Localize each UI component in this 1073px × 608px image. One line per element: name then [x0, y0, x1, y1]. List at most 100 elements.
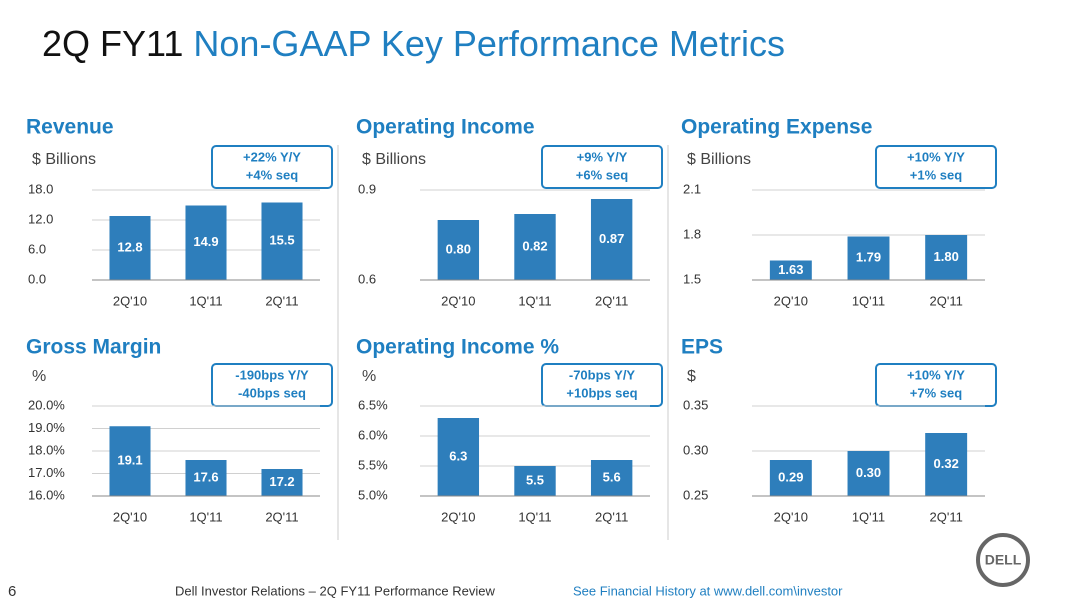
bar	[769, 260, 812, 280]
bar	[261, 469, 303, 496]
value-label: 0.29	[778, 469, 803, 484]
y-tick-label: 0.9	[358, 181, 376, 196]
bar	[925, 433, 968, 496]
value-label: 5.5	[526, 472, 544, 487]
chart-title: Gross Margin	[26, 336, 161, 359]
value-label: 0.80	[446, 241, 471, 256]
unit-label: %	[362, 368, 376, 385]
x-tick-label: 2Q'11	[265, 509, 298, 524]
x-tick-label: 1Q'11	[852, 509, 885, 524]
unit-label: $	[687, 368, 696, 385]
x-tick-label: 2Q'10	[441, 293, 475, 308]
footer: Dell Investor Relations – 2Q FY11 Perfor…	[175, 583, 495, 598]
title-main: Non-GAAP Key Performance Metrics	[193, 23, 785, 64]
bar	[514, 214, 556, 280]
footer-link[interactable]: See Financial History at www.dell.com\in…	[573, 583, 843, 598]
value-label: 1.79	[856, 250, 881, 265]
bar	[109, 216, 151, 280]
bar	[847, 451, 890, 496]
chart-title: Revenue	[26, 116, 114, 139]
bar	[185, 460, 227, 496]
bar	[437, 418, 480, 496]
y-tick-label: 5.5%	[358, 457, 388, 472]
value-label: 0.30	[856, 465, 881, 480]
unit-label: $ Billions	[32, 151, 96, 168]
x-tick-label: 2Q'11	[595, 293, 628, 308]
annotation: +10% Y/Y	[907, 367, 965, 382]
bar	[514, 466, 556, 496]
annotation-box	[211, 145, 333, 189]
value-label: 6.3	[449, 448, 467, 463]
y-tick-label: 19.0%	[28, 420, 65, 435]
x-tick-label: 2Q'11	[265, 293, 298, 308]
chart-title: Operating Expense	[681, 116, 872, 139]
y-tick-label: 18.0%	[28, 442, 65, 457]
logo: DELL	[985, 552, 1022, 568]
unit-label: %	[32, 368, 46, 385]
value-label: 1.63	[778, 262, 803, 277]
y-tick-label: 6.0%	[358, 427, 388, 442]
bar	[590, 199, 633, 280]
x-tick-label: 2Q'10	[774, 293, 808, 308]
y-tick-label: 0.35	[683, 397, 708, 412]
x-tick-label: 2Q'10	[441, 509, 475, 524]
y-tick-label: 2.1	[683, 181, 701, 196]
value-label: 12.8	[117, 239, 142, 254]
annotation: +7% seq	[910, 385, 962, 400]
y-tick-label: 6.0	[28, 241, 46, 256]
value-label: 17.2	[269, 474, 294, 489]
slide-title: 2Q FY11 Non-GAAP Key Performance Metrics	[42, 23, 785, 64]
x-tick-label: 2Q'10	[113, 293, 147, 308]
value-label: 19.1	[117, 453, 142, 468]
y-tick-label: 1.8	[683, 226, 701, 241]
unit-label: $ Billions	[362, 151, 426, 168]
y-tick-label: 5.0%	[358, 487, 388, 502]
value-label: 0.32	[934, 456, 959, 471]
bar	[109, 426, 151, 496]
value-label: 5.6	[603, 469, 621, 484]
x-tick-label: 2Q'11	[930, 293, 963, 308]
x-tick-label: 1Q'11	[189, 293, 222, 308]
value-label: 1.80	[934, 249, 959, 264]
x-tick-label: 2Q'11	[595, 509, 628, 524]
y-tick-label: 1.5	[683, 271, 701, 286]
y-tick-label: 0.25	[683, 487, 708, 502]
bar	[590, 460, 633, 496]
annotation: +22% Y/Y	[243, 149, 301, 164]
chart-title: EPS	[681, 336, 723, 359]
x-tick-label: 2Q'10	[774, 509, 808, 524]
y-tick-label: 12.0	[28, 211, 53, 226]
annotation: +10% Y/Y	[907, 149, 965, 164]
x-tick-label: 1Q'11	[518, 509, 551, 524]
unit-label: $ Billions	[687, 151, 751, 168]
annotation-box	[875, 145, 997, 189]
value-label: 14.9	[193, 234, 218, 249]
x-tick-label: 1Q'11	[852, 293, 885, 308]
annotation: -70bps Y/Y	[569, 367, 636, 382]
bar	[261, 202, 303, 280]
logo-ring	[976, 533, 1030, 587]
annotation-box	[541, 145, 663, 189]
chart-title: Operating Income	[356, 116, 535, 139]
annotation: -190bps Y/Y	[235, 367, 309, 382]
y-tick-label: 17.0%	[28, 465, 65, 480]
annotation: +6% seq	[576, 167, 628, 182]
bar	[769, 460, 812, 496]
x-tick-label: 1Q'11	[518, 293, 551, 308]
bar	[185, 205, 227, 280]
x-tick-label: 1Q'11	[189, 509, 222, 524]
chart-title: Operating Income %	[356, 336, 559, 359]
bar	[437, 220, 480, 280]
page-number: 6	[8, 583, 16, 600]
x-tick-label: 2Q'11	[930, 509, 963, 524]
annotation: +4% seq	[246, 167, 298, 182]
annotation: +9% Y/Y	[577, 149, 628, 164]
bar	[847, 236, 890, 280]
value-label: 15.5	[269, 233, 294, 248]
bar	[925, 235, 968, 280]
y-tick-label: 0.6	[358, 271, 376, 286]
y-tick-label: 0.0	[28, 271, 46, 286]
annotation: +1% seq	[910, 167, 962, 182]
